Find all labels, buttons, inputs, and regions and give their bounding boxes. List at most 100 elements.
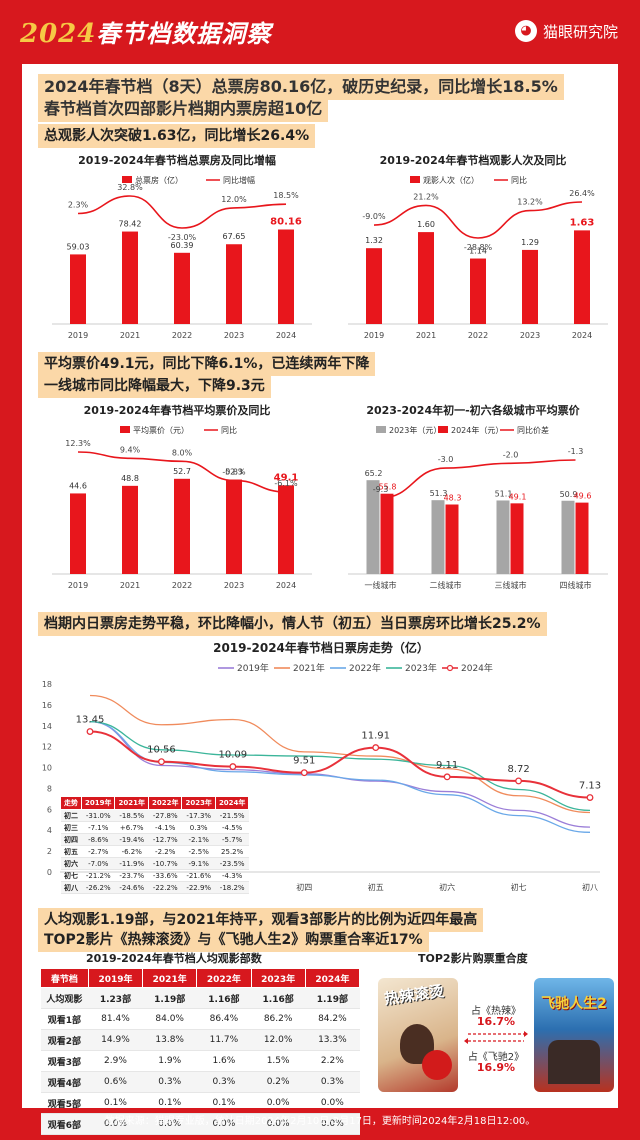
content-panel: 2024年春节档（8天）总票房80.16亿，破历史纪录，同比增长18.5% 春节… bbox=[22, 64, 618, 1135]
bar-value-label: 65.2 bbox=[365, 469, 383, 478]
line-value-label: -23.0% bbox=[168, 233, 197, 242]
poster-relajuntang: 热辣滚烫 bbox=[378, 978, 458, 1092]
line-value-label: 13.2% bbox=[517, 198, 543, 207]
x-tick-label: 2021 bbox=[120, 581, 140, 590]
bar-value-label: 1.32 bbox=[365, 236, 383, 245]
x-tick-label: 2024 bbox=[572, 331, 592, 340]
legend-label: 2023年（元） bbox=[389, 425, 441, 435]
table-cell: 1.19部 bbox=[142, 987, 197, 1009]
table-title: 2019-2024年春节档人均观影部数 bbox=[86, 952, 262, 965]
table-cell: 13.3% bbox=[305, 1029, 360, 1051]
data-point bbox=[586, 794, 594, 801]
table-cell: -18.2% bbox=[215, 881, 249, 894]
table-cell: 84.2% bbox=[305, 1008, 360, 1030]
bar-value-label: 1.29 bbox=[521, 238, 539, 247]
table-cell: -27.8% bbox=[148, 809, 182, 822]
x-tick-label: 初八 bbox=[582, 882, 598, 892]
bar bbox=[174, 252, 190, 324]
chart-title: 2019-2024年春节档日票房走势（亿） bbox=[213, 640, 429, 655]
trend-line bbox=[373, 201, 583, 239]
inset-header: 2021年 bbox=[114, 796, 149, 810]
table-row: 观看2部 14.9% 13.8% 11.7% 12.0% 13.3% bbox=[40, 1029, 360, 1051]
chart-title: 2019-2024年春节档平均票价及同比 bbox=[84, 403, 271, 417]
table-cell: 0.6% bbox=[88, 1071, 143, 1093]
table-cell: -2.1% bbox=[181, 833, 216, 846]
y-tick-label: 10 bbox=[42, 764, 52, 773]
bar-value-label: 51.1 bbox=[495, 489, 513, 498]
bar-value-label: 44.6 bbox=[69, 481, 87, 490]
table-cell: 0.2% bbox=[251, 1071, 306, 1093]
headline-4: 平均票价49.1元，同比下降6.1%，已连续两年下降 bbox=[38, 352, 376, 376]
legend-label: 同比 bbox=[511, 175, 527, 185]
table-cell: -21.5% bbox=[215, 809, 249, 822]
bar bbox=[122, 485, 138, 574]
legend-label: 2022年 bbox=[349, 662, 381, 674]
x-tick-label: 初六 bbox=[439, 882, 455, 892]
table-row: 观看4部 0.6% 0.3% 0.3% 0.2% 0.3% bbox=[40, 1071, 360, 1093]
bar-value-label: 52.7 bbox=[173, 467, 191, 476]
point-value-label: 13.45 bbox=[76, 715, 105, 726]
legend-swatch-bar bbox=[120, 426, 130, 433]
bar-value-label: 49.6 bbox=[574, 492, 592, 501]
bar bbox=[278, 485, 294, 574]
bar bbox=[366, 480, 380, 574]
chart-title: 2023-2024年初一-初六各级城市平均票价 bbox=[366, 403, 580, 417]
trend-line bbox=[380, 459, 576, 499]
table-cell: 初二 bbox=[60, 809, 82, 822]
table-cell: -17.3% bbox=[181, 809, 216, 822]
x-tick-label: 2019 bbox=[68, 581, 88, 590]
x-tick-label: 2022 bbox=[172, 331, 192, 340]
table-cell: 0.0% bbox=[196, 1113, 252, 1135]
table-cell: 1.9% bbox=[142, 1050, 197, 1072]
bar bbox=[522, 249, 538, 324]
table-cell: 84.0% bbox=[142, 1008, 197, 1030]
table-cell: 0.3% bbox=[305, 1071, 360, 1093]
table-cell: 1.6% bbox=[196, 1050, 252, 1072]
trend-line bbox=[77, 451, 287, 493]
line-value-label: -9.0% bbox=[362, 212, 386, 221]
point-value-label: 11.91 bbox=[361, 731, 390, 742]
legend-label: 同比 bbox=[221, 425, 237, 435]
inset-header: 2023年 bbox=[181, 796, 216, 810]
line-value-label: -9.3 bbox=[373, 485, 389, 494]
table-cell: -4.1% bbox=[148, 821, 182, 834]
bar bbox=[70, 254, 86, 324]
table-row: 初五 -2.7% -6.2% -2.2% -2.5% 25.2% bbox=[60, 845, 249, 858]
data-point bbox=[229, 763, 237, 771]
line-value-label: 12.0% bbox=[221, 195, 247, 204]
table-cell: -4.5% bbox=[215, 821, 249, 834]
title-label: 春节档数据洞察 bbox=[96, 19, 272, 48]
table-cell: 14.9% bbox=[88, 1029, 143, 1051]
bar-value-label: 67.65 bbox=[223, 232, 246, 241]
bar bbox=[366, 248, 382, 324]
legend-label: 总票房（亿） bbox=[135, 175, 183, 185]
line-value-label: -6.1% bbox=[274, 479, 298, 488]
bar-value-label: 1.60 bbox=[417, 220, 435, 229]
point-value-label: 10.56 bbox=[147, 745, 176, 756]
table-cell: 0.0% bbox=[305, 1092, 360, 1114]
y-tick-label: 0 bbox=[47, 868, 52, 877]
line-value-label: 8.0% bbox=[172, 448, 193, 457]
x-tick-label: 一线城市 bbox=[365, 580, 397, 590]
table-row: 初二 -31.0% -18.5% -27.8% -17.3% -21.5% bbox=[60, 809, 249, 822]
table-cell: 0.1% bbox=[196, 1092, 252, 1114]
table-cell: 初四 bbox=[60, 833, 82, 846]
people-figure-icon bbox=[548, 1040, 600, 1084]
x-tick-label: 四线城市 bbox=[560, 580, 592, 590]
data-point bbox=[372, 744, 380, 752]
x-tick-label: 初四 bbox=[296, 882, 312, 892]
bar-value-label: 49.1 bbox=[274, 472, 299, 483]
x-tick-label: 2019 bbox=[68, 331, 88, 340]
table-cell: 0.0% bbox=[251, 1113, 306, 1135]
y-tick-label: 16 bbox=[42, 701, 52, 710]
bar bbox=[431, 500, 445, 574]
chart-title: 2019-2024年春节档观影人次及同比 bbox=[380, 153, 567, 167]
table-row: 初六 -7.0% -11.9% -10.7% -9.1% -23.5% bbox=[60, 857, 249, 870]
table-cell: -21.6% bbox=[181, 869, 216, 882]
table-cell: 初八 bbox=[60, 881, 82, 894]
per-user-table: 春节档 2019年 2021年 2022年 2023年 2024年 人均观影 1.23部 1.1… bbox=[40, 968, 361, 1135]
table-cell: 81.4% bbox=[88, 1008, 143, 1030]
headline-6: 档期内日票房走势平稳，环比降幅小，情人节（初五）当日票房环比增长25.2% bbox=[38, 612, 547, 636]
footer-source: 数据来源：猫眼专业版，统计日期2024年2月10日-2月17日，更新时间2024… bbox=[104, 1116, 536, 1127]
bar bbox=[561, 500, 575, 574]
